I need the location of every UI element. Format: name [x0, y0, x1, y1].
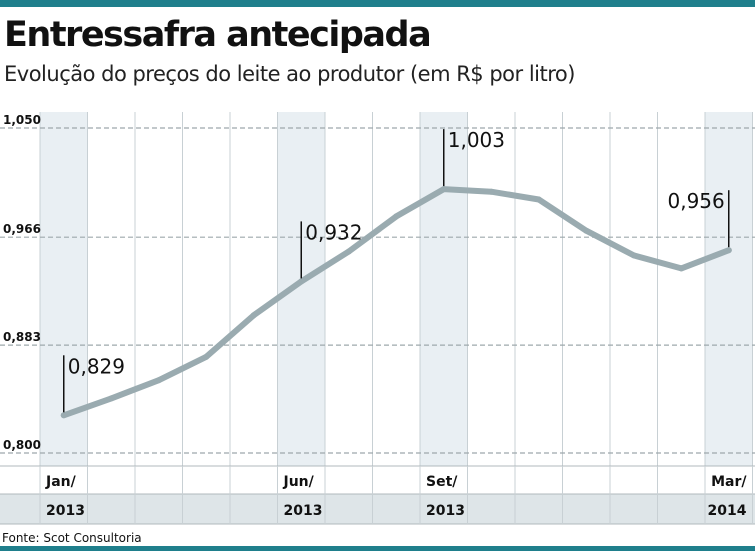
top-accent-bar	[0, 0, 755, 7]
bottom-accent-bar	[0, 546, 755, 551]
data-point-14	[725, 247, 732, 254]
annotation-value-label: 0,932	[305, 220, 362, 244]
data-point-13	[678, 265, 685, 272]
x-label-month: Jun/	[283, 474, 315, 490]
data-point-7	[393, 213, 400, 220]
x-label-year: 2013	[46, 503, 85, 519]
x-label-month: Mar/	[711, 474, 747, 490]
data-point-10	[535, 196, 542, 203]
data-point-3	[203, 353, 210, 360]
x-label-year: 2013	[284, 503, 323, 519]
x-label-month: Jan/	[45, 474, 77, 490]
data-point-2	[155, 377, 162, 384]
x-label-month: Set/	[426, 474, 458, 490]
y-tick-label: 0,966	[3, 222, 41, 236]
data-point-1	[108, 395, 115, 402]
highlight-column-5	[277, 112, 325, 466]
data-point-5	[298, 278, 305, 285]
annotation-value-label: 0,829	[68, 354, 125, 378]
x-label-year: 2013	[426, 503, 465, 519]
data-point-9	[488, 188, 495, 195]
data-point-6	[345, 248, 352, 255]
y-tick-label: 1,050	[3, 113, 41, 127]
data-point-8	[440, 186, 447, 193]
data-point-4	[250, 312, 257, 319]
chart-title: Entressafra antecipada	[4, 15, 432, 55]
annotation-value-label: 0,956	[667, 189, 724, 213]
data-point-12	[630, 252, 637, 259]
x-label-band	[0, 494, 755, 524]
chart-subtitle: Evolução do preços do leite ao produtor …	[4, 62, 575, 86]
x-label-year: 2014	[708, 503, 747, 519]
source-note: Fonte: Scot Consultoria	[2, 531, 142, 545]
data-point-0	[60, 412, 67, 419]
annotation-value-label: 1,003	[448, 128, 505, 152]
data-point-11	[583, 227, 590, 234]
highlight-column-14	[705, 112, 753, 466]
series-line-preço-do-leite-ao-produtor	[60, 186, 732, 419]
y-tick-label: 0,883	[3, 330, 41, 344]
y-tick-label: 0,800	[3, 438, 41, 452]
